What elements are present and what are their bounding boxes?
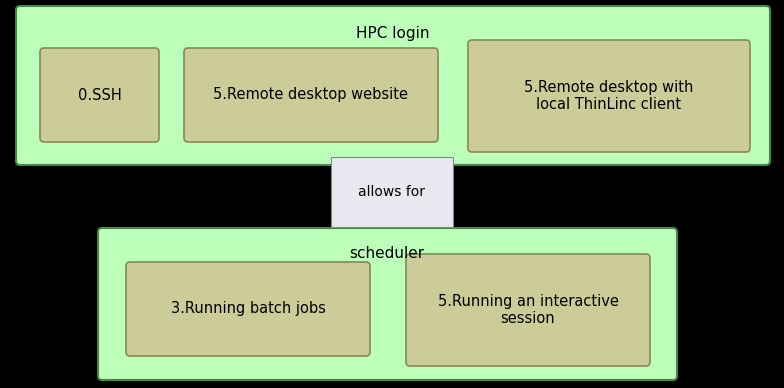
- FancyBboxPatch shape: [16, 6, 770, 165]
- Text: HPC login: HPC login: [356, 26, 430, 41]
- FancyBboxPatch shape: [468, 40, 750, 152]
- FancyBboxPatch shape: [184, 48, 438, 142]
- Text: 3.Running batch jobs: 3.Running batch jobs: [171, 301, 325, 317]
- Text: 5.Remote desktop website: 5.Remote desktop website: [213, 88, 408, 102]
- FancyBboxPatch shape: [40, 48, 159, 142]
- Text: allows for: allows for: [358, 185, 426, 199]
- Text: 5.Remote desktop with
local ThinLinc client: 5.Remote desktop with local ThinLinc cli…: [524, 80, 694, 112]
- FancyBboxPatch shape: [126, 262, 370, 356]
- FancyBboxPatch shape: [406, 254, 650, 366]
- Text: 5.Running an interactive
session: 5.Running an interactive session: [437, 294, 619, 326]
- Text: 0.SSH: 0.SSH: [78, 88, 122, 102]
- Text: scheduler: scheduler: [350, 246, 425, 261]
- FancyBboxPatch shape: [98, 228, 677, 380]
